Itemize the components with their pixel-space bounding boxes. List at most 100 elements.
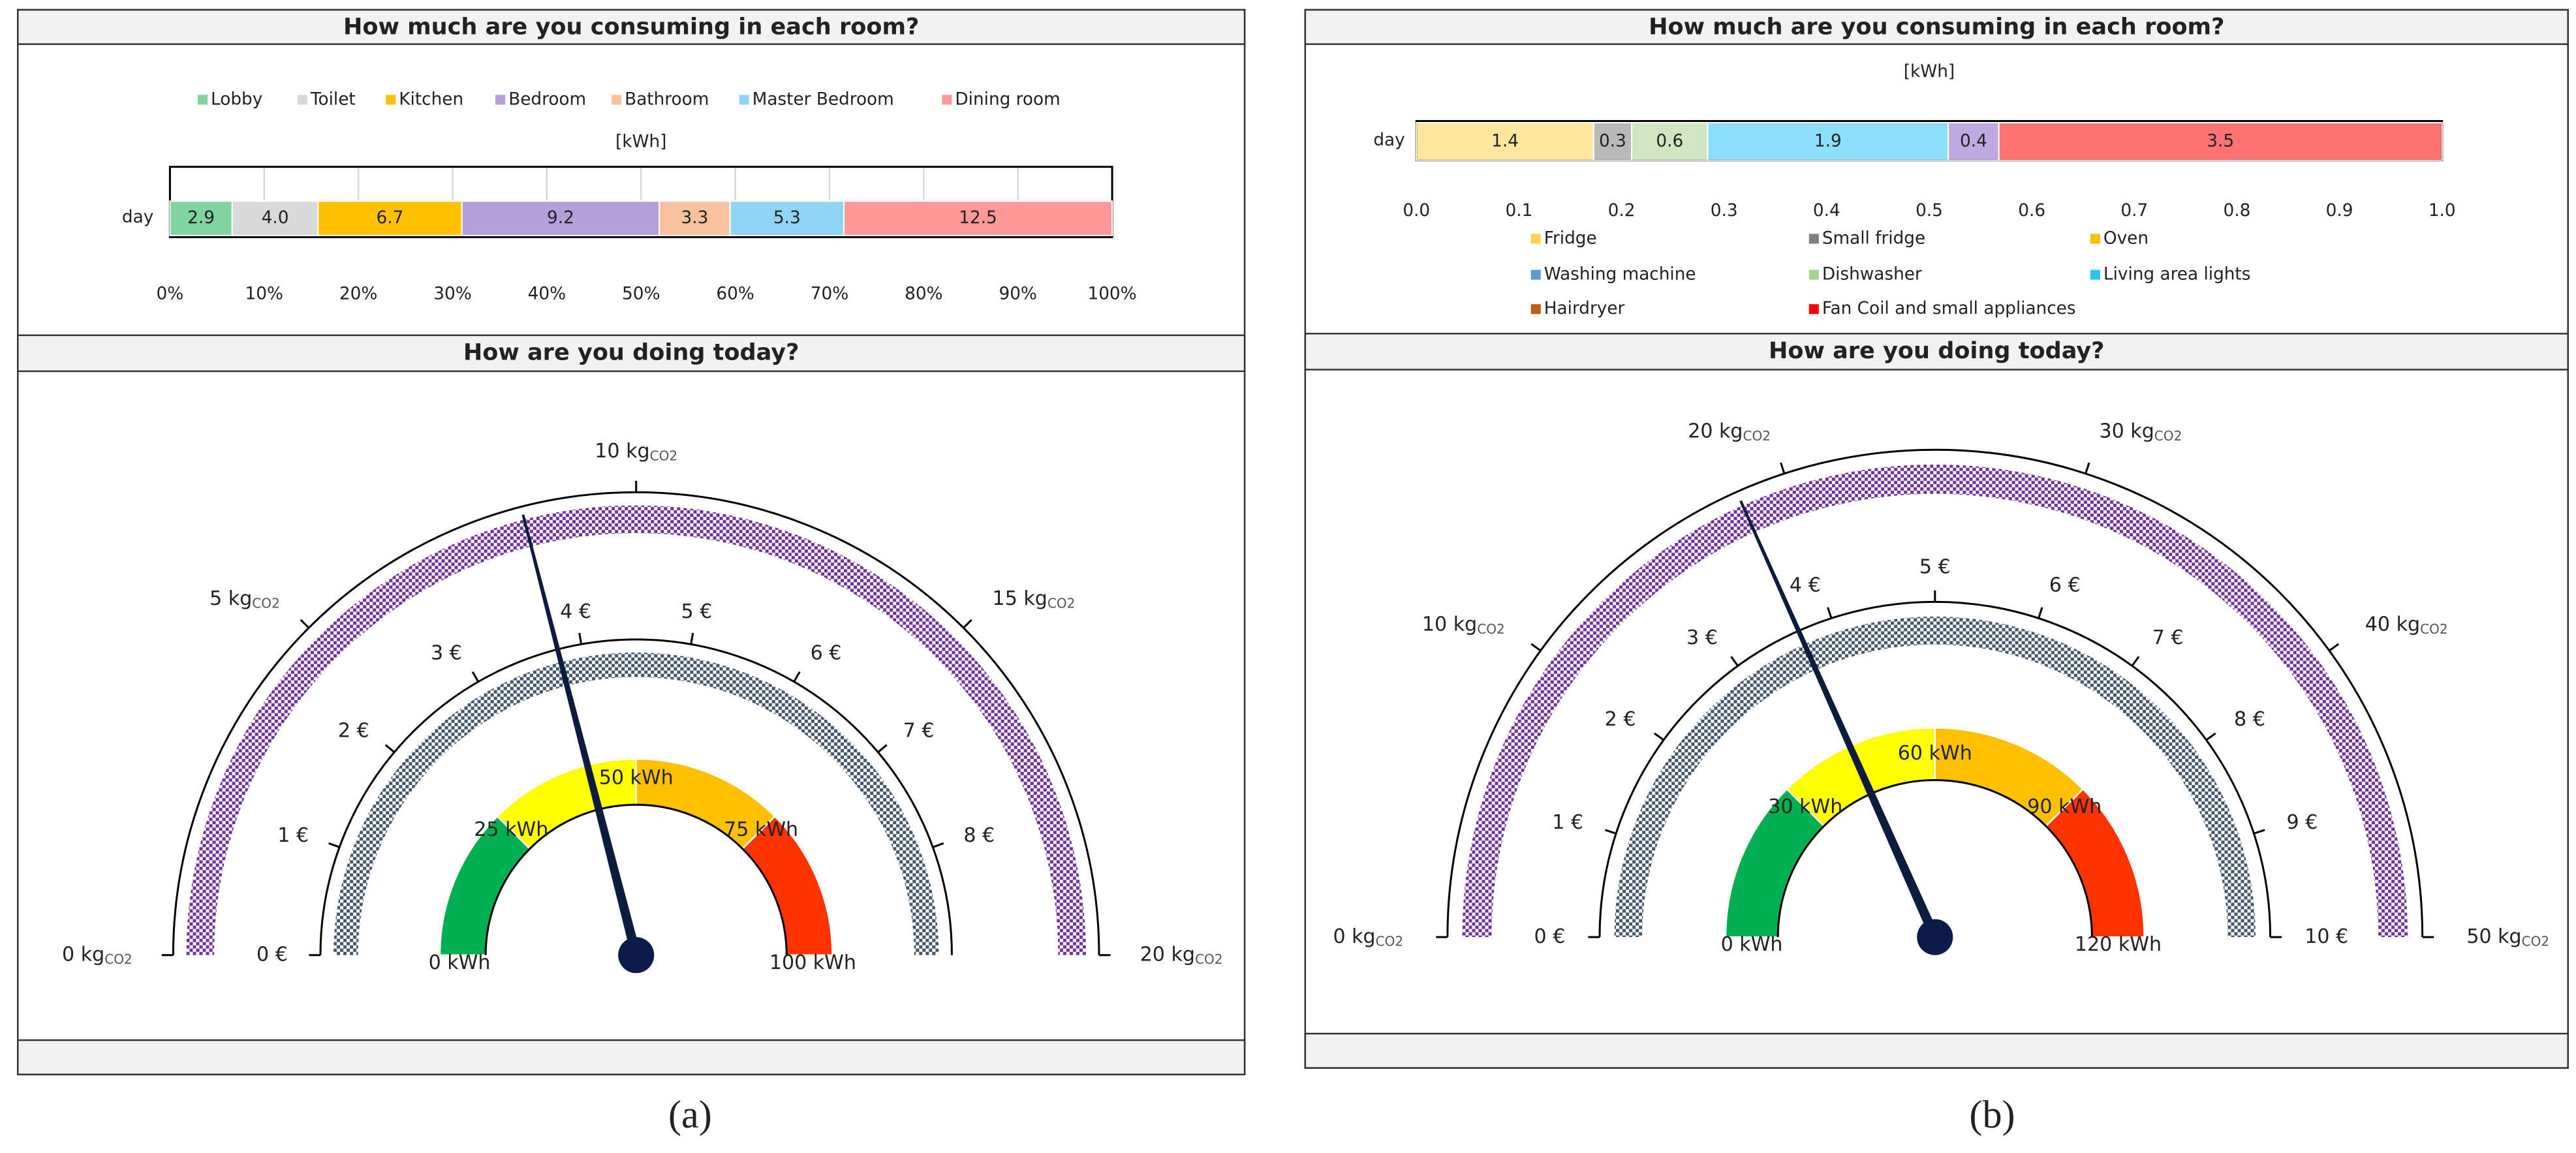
x-tick-label: 10%	[245, 284, 283, 304]
data-label: 3.3	[681, 208, 709, 228]
tick-mark	[2205, 732, 2216, 741]
tick-label: 7 €	[2152, 626, 2184, 649]
tick-label-text: 0 €	[256, 943, 288, 966]
scale-arc	[319, 638, 953, 955]
data-label: 9.2	[547, 208, 574, 228]
bar-segment	[169, 200, 233, 236]
legend-label: Fan Coil and small appliances	[1822, 299, 2076, 318]
tick-label-subscript: CO2	[650, 448, 678, 463]
x-tick-label: 0.5	[1916, 201, 1943, 221]
tick-label-text: 20 kg	[1688, 420, 1743, 442]
axis-label: [kWh]	[615, 132, 666, 152]
legend-swatch	[1808, 234, 1819, 244]
needle-hub	[618, 937, 655, 974]
chart-title: How much are you consuming in each room?	[1649, 14, 2224, 40]
chart-title: How are you doing today?	[463, 339, 799, 365]
bar-segment	[1998, 121, 2443, 161]
x-tick-label: 1.0	[2429, 201, 2456, 221]
tick-mark	[1780, 462, 1786, 474]
tick-label-subscript: CO2	[1047, 595, 1076, 611]
gauge-inner-arc	[1777, 779, 2093, 938]
tick-label-subscript: CO2	[1195, 951, 1223, 967]
x-tick-label: 0.1	[1505, 201, 1532, 221]
tick-label-subscript: CO2	[2154, 427, 2182, 443]
x-tick-label: 0%	[157, 284, 184, 304]
tick-mark	[963, 619, 972, 629]
legend-swatch	[197, 95, 208, 105]
bar-segment	[461, 200, 660, 236]
tick-label: 20 kgCO2	[1140, 943, 1223, 967]
tick-label-text: 4 €	[560, 600, 591, 623]
x-tick-label: 70%	[811, 284, 848, 304]
needle-hub	[1917, 919, 1953, 955]
tick-label-text: 7 €	[903, 719, 935, 742]
legend-label: Master Bedroom	[753, 89, 894, 109]
legend-swatch	[2090, 269, 2100, 280]
tick-label: 40 kgCO2	[2365, 613, 2448, 637]
x-tick-label: 0.0	[1403, 201, 1430, 221]
legend-swatch	[942, 95, 952, 105]
legend-label: Bathroom	[625, 89, 709, 109]
x-tick-label: 100%	[1087, 284, 1136, 304]
x-tick-label: 60%	[716, 284, 754, 304]
tick-label: 0 kgCO2	[62, 943, 132, 967]
bar-segment	[1948, 121, 2000, 161]
tick-label-text: 5 €	[681, 600, 713, 623]
tick-label-text: 2 €	[1605, 708, 1636, 731]
tick-mark	[328, 842, 340, 848]
tick-label: 30 kWh	[1768, 795, 1842, 818]
tick-label: 30 kgCO2	[2099, 420, 2182, 444]
bar-segment	[231, 200, 319, 236]
legend-swatch	[1808, 269, 1819, 280]
tick-mark	[2329, 643, 2340, 652]
tick-mark	[2085, 462, 2090, 474]
title-bar	[17, 8, 1246, 45]
tick-mark	[1604, 829, 1617, 835]
data-label: 0.4	[1960, 131, 1987, 151]
x-tick-label: 90%	[999, 284, 1036, 304]
needle	[1739, 500, 1940, 940]
tick-label: 50 kWh	[599, 767, 674, 790]
tick-mark	[578, 632, 583, 645]
tick-label: 25 kWh	[474, 818, 548, 841]
tick-label-text: 8 €	[2234, 708, 2265, 731]
chart-title: How are you doing today?	[1769, 337, 2105, 364]
chart-title: How much are you consuming in each room?	[343, 14, 919, 40]
bar-segment	[1631, 121, 1709, 161]
tick-mark	[2131, 656, 2140, 667]
bar-segment	[659, 200, 731, 236]
tick-label-text: 3 €	[1686, 626, 1718, 649]
legend-label: Toilet	[310, 89, 356, 109]
tick-label-text: 5 €	[1919, 555, 1951, 578]
data-label: 3.5	[2207, 131, 2234, 151]
legend-label: Small fridge	[1822, 228, 1925, 248]
tick-label-text: 50 kg	[2466, 925, 2521, 948]
legend-swatch	[495, 95, 506, 105]
legend-swatch	[1808, 304, 1819, 315]
tick-label-text: 10 €	[2304, 925, 2348, 948]
tick-label-text: 8 €	[963, 824, 995, 847]
data-label: 2.9	[187, 208, 215, 228]
tick-mark	[471, 671, 480, 683]
tick-label-text: 0 €	[1534, 925, 1566, 948]
tick-label: 9 €	[2286, 811, 2318, 834]
legend-label: Bedroom	[508, 89, 586, 109]
x-tick-label: 40%	[528, 284, 566, 304]
x-tick-label: 30%	[433, 284, 471, 304]
tick-label-subscript: CO2	[104, 951, 132, 967]
tick-label-text: 7 €	[2152, 626, 2184, 649]
legend-label: Lobby	[211, 89, 262, 109]
title-bar	[17, 334, 1246, 373]
caption: (b)	[1969, 1093, 2015, 1137]
tick-label-text: 1 €	[1552, 811, 1583, 834]
tick-mark	[793, 671, 801, 683]
tick-label: 4 €	[1790, 574, 1821, 596]
axis-label: [kWh]	[1904, 62, 1955, 82]
title-bar	[1304, 333, 2569, 371]
tick-label: 5 €	[1919, 555, 1951, 578]
tick-label: 0 €	[256, 943, 288, 966]
tick-mark	[1827, 607, 1833, 619]
data-label: 12.5	[959, 208, 997, 228]
tick-label: 10 kgCO2	[595, 439, 677, 463]
x-tick-label: 80%	[905, 284, 942, 304]
